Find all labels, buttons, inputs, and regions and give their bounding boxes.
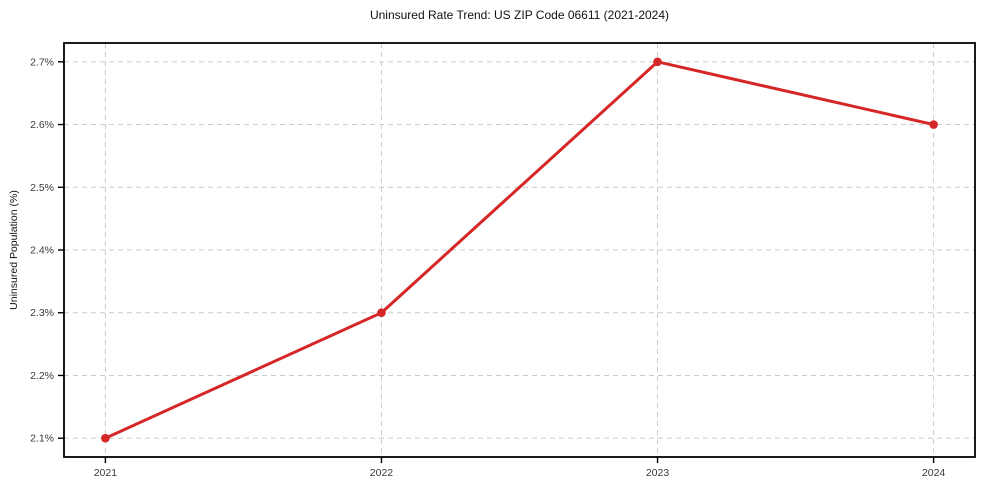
data-line bbox=[103, 60, 936, 440]
y-tick-label: 2.2% bbox=[30, 370, 54, 382]
y-tick-label: 2.4% bbox=[30, 245, 54, 257]
chart-title: Uninsured Rate Trend: US ZIP Code 06611 … bbox=[369, 8, 670, 22]
x-tick-label: 2021 bbox=[94, 467, 118, 479]
x-tick-label: 2023 bbox=[646, 467, 670, 479]
data-point-marker bbox=[101, 433, 110, 443]
data-point-marker bbox=[929, 120, 938, 129]
data-point-marker bbox=[377, 308, 386, 318]
x-tick-label: 2022 bbox=[370, 467, 394, 479]
y-tick-label: 2.1% bbox=[30, 433, 54, 445]
x-tick-label: 2024 bbox=[922, 467, 946, 479]
y-tick-label: 2.7% bbox=[30, 56, 54, 68]
data-point-marker bbox=[653, 57, 662, 67]
y-tick-label: 2.3% bbox=[30, 307, 54, 319]
y-tick-label: 2.6% bbox=[30, 119, 54, 131]
y-tick-label: 2.5% bbox=[30, 182, 54, 194]
